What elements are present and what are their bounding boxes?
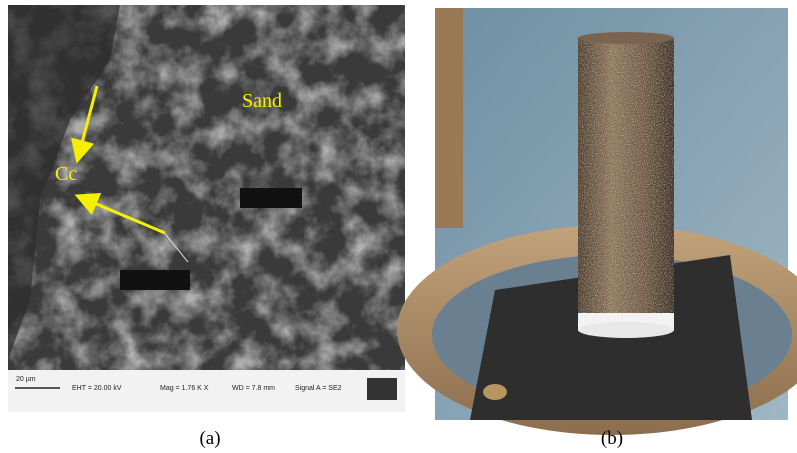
scale-mag: Mag = 1.76 K X: [160, 385, 209, 392]
threaded-rod: [435, 8, 463, 228]
scale-wd: WD = 7.8 mm: [232, 385, 275, 392]
caption-a: (a): [199, 428, 220, 449]
scale-length: 20 µm: [16, 376, 36, 383]
panel-b: [397, 8, 797, 435]
label-cc: Cc: [55, 163, 77, 185]
page: Sand Cc 20 µm EHT = 20.00 kV Mag = 1.76 …: [0, 0, 797, 453]
measure-box: [120, 270, 190, 290]
scale-eht: EHT = 20.00 kV: [72, 385, 122, 392]
cylinder-texture: [578, 38, 674, 313]
scale-signal: Signal A = SE2: [295, 385, 342, 392]
cylinder-top: [578, 32, 674, 44]
caption-b: (b): [601, 428, 623, 449]
panel-a: Sand Cc 20 µm EHT = 20.00 kV Mag = 1.76 …: [8, 5, 405, 412]
measure-box: [240, 188, 302, 208]
label-sand: Sand: [242, 90, 282, 112]
logo: [367, 378, 397, 400]
figure: Sand Cc 20 µm EHT = 20.00 kV Mag = 1.76 …: [0, 0, 797, 453]
white-base-bottom: [578, 322, 674, 338]
bolt: [483, 384, 507, 400]
